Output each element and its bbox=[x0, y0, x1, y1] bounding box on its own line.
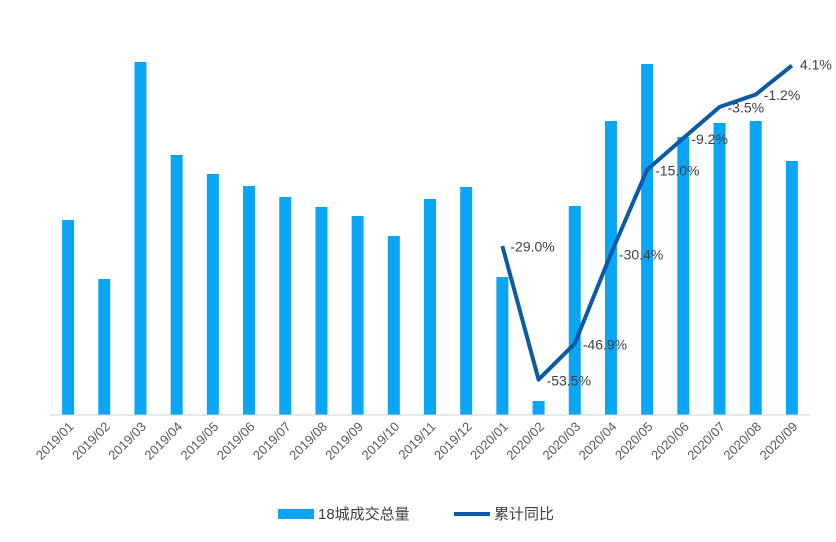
x-tick-label: 2019/03 bbox=[105, 419, 149, 463]
data-label: -29.0% bbox=[510, 239, 554, 255]
bar bbox=[387, 236, 400, 415]
x-tick-label: 2019/10 bbox=[359, 419, 403, 463]
x-tick-label: 2020/02 bbox=[503, 419, 547, 463]
bar bbox=[496, 277, 509, 415]
bar bbox=[460, 187, 473, 415]
data-label: -30.4% bbox=[619, 246, 663, 262]
x-tick-label: 2019/07 bbox=[250, 419, 294, 463]
bar bbox=[641, 64, 654, 415]
bar bbox=[243, 186, 256, 415]
data-label: 4.1% bbox=[800, 56, 832, 72]
x-tick-label: 2020/05 bbox=[612, 419, 656, 463]
legend-swatch bbox=[278, 509, 314, 519]
x-tick-label: 2019/12 bbox=[431, 419, 475, 463]
data-label: -9.2% bbox=[691, 131, 728, 147]
bar bbox=[62, 220, 75, 415]
bar bbox=[134, 62, 147, 415]
x-tick-label: 2020/07 bbox=[684, 419, 728, 463]
x-tick-label: 2019/08 bbox=[286, 419, 330, 463]
bar bbox=[785, 161, 798, 415]
legend: 18城成交总量 累计同比 bbox=[278, 505, 554, 523]
bar bbox=[170, 155, 183, 415]
x-tick-label: 2019/02 bbox=[69, 419, 113, 463]
x-tick-label: 2019/11 bbox=[395, 419, 438, 462]
line-series bbox=[500, 64, 794, 382]
bar bbox=[279, 197, 292, 415]
x-tick-label: 2020/04 bbox=[576, 419, 620, 463]
x-tick-label: 2019/05 bbox=[178, 419, 222, 463]
x-tick-label: 2020/08 bbox=[720, 419, 764, 463]
bar bbox=[568, 206, 581, 415]
data-label: -53.5% bbox=[547, 372, 591, 388]
bar bbox=[532, 401, 545, 415]
bar bbox=[351, 216, 364, 415]
data-label: -46.9% bbox=[583, 336, 627, 352]
bar bbox=[604, 121, 617, 415]
legend-label: 18城成交总量 bbox=[318, 505, 410, 523]
bar bbox=[713, 123, 726, 415]
x-tick-label: 2019/01 bbox=[33, 419, 77, 463]
x-tick-label: 2020/03 bbox=[539, 419, 583, 463]
x-tick-label: 2019/06 bbox=[214, 419, 258, 463]
data-label: -1.2% bbox=[764, 87, 801, 103]
bar bbox=[749, 121, 762, 415]
data-label: -15.0% bbox=[655, 162, 699, 178]
x-tick-label: 2020/01 bbox=[467, 419, 511, 463]
bar bbox=[98, 279, 111, 415]
x-tick-label: 2020/06 bbox=[648, 419, 692, 463]
x-tick-label: 2020/09 bbox=[757, 419, 801, 463]
bar bbox=[677, 137, 690, 415]
bar bbox=[206, 174, 219, 415]
x-tick-label: 2019/09 bbox=[322, 419, 366, 463]
bar bbox=[424, 199, 436, 415]
x-tick-label: 2019/04 bbox=[141, 419, 185, 463]
legend-label: 累计同比 bbox=[494, 506, 554, 523]
data-label: -3.5% bbox=[728, 100, 765, 116]
bar bbox=[315, 207, 328, 415]
